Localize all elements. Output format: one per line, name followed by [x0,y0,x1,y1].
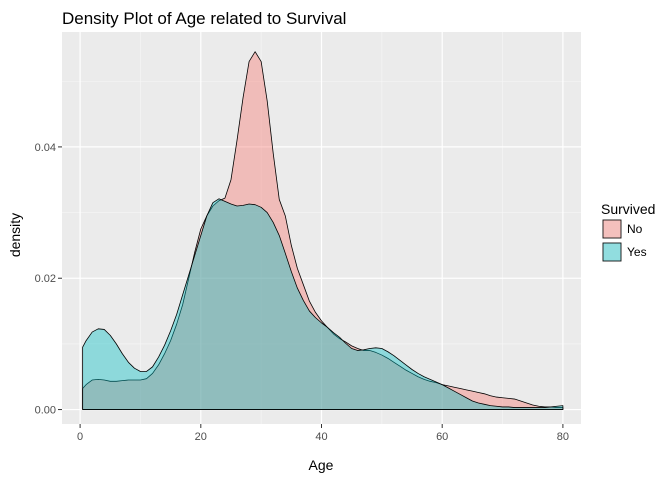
gridlines [62,32,581,424]
x-tick-label: 60 [436,431,448,443]
legend-swatch-yes [602,242,622,262]
y-axis-ticks: 0.00 0.02 0.04 [35,142,62,417]
legend-swatch-no [602,219,622,239]
y-tick-label: 0.02 [35,273,56,285]
x-axis-ticks: 0 20 40 60 80 [77,424,569,443]
legend: Survived No Yes [601,201,655,262]
x-axis-title: Age [309,457,334,473]
y-tick-label: 0.04 [35,142,56,154]
x-tick-label: 20 [195,431,207,443]
legend-label-yes: Yes [627,245,647,259]
x-tick-label: 40 [315,431,327,443]
x-tick-label: 0 [77,431,83,443]
chart-title: Density Plot of Age related to Survival [62,9,346,28]
x-tick-label: 80 [557,431,569,443]
legend-key-bg [602,242,622,262]
y-tick-label: 0.00 [35,405,56,417]
y-axis-title: density [7,213,23,257]
density-areas [82,51,564,410]
density-area-yes [82,198,564,410]
density-area-no [82,51,564,410]
legend-title: Survived [601,201,655,217]
legend-label-no: No [627,222,643,236]
legend-key-bg [602,219,622,239]
